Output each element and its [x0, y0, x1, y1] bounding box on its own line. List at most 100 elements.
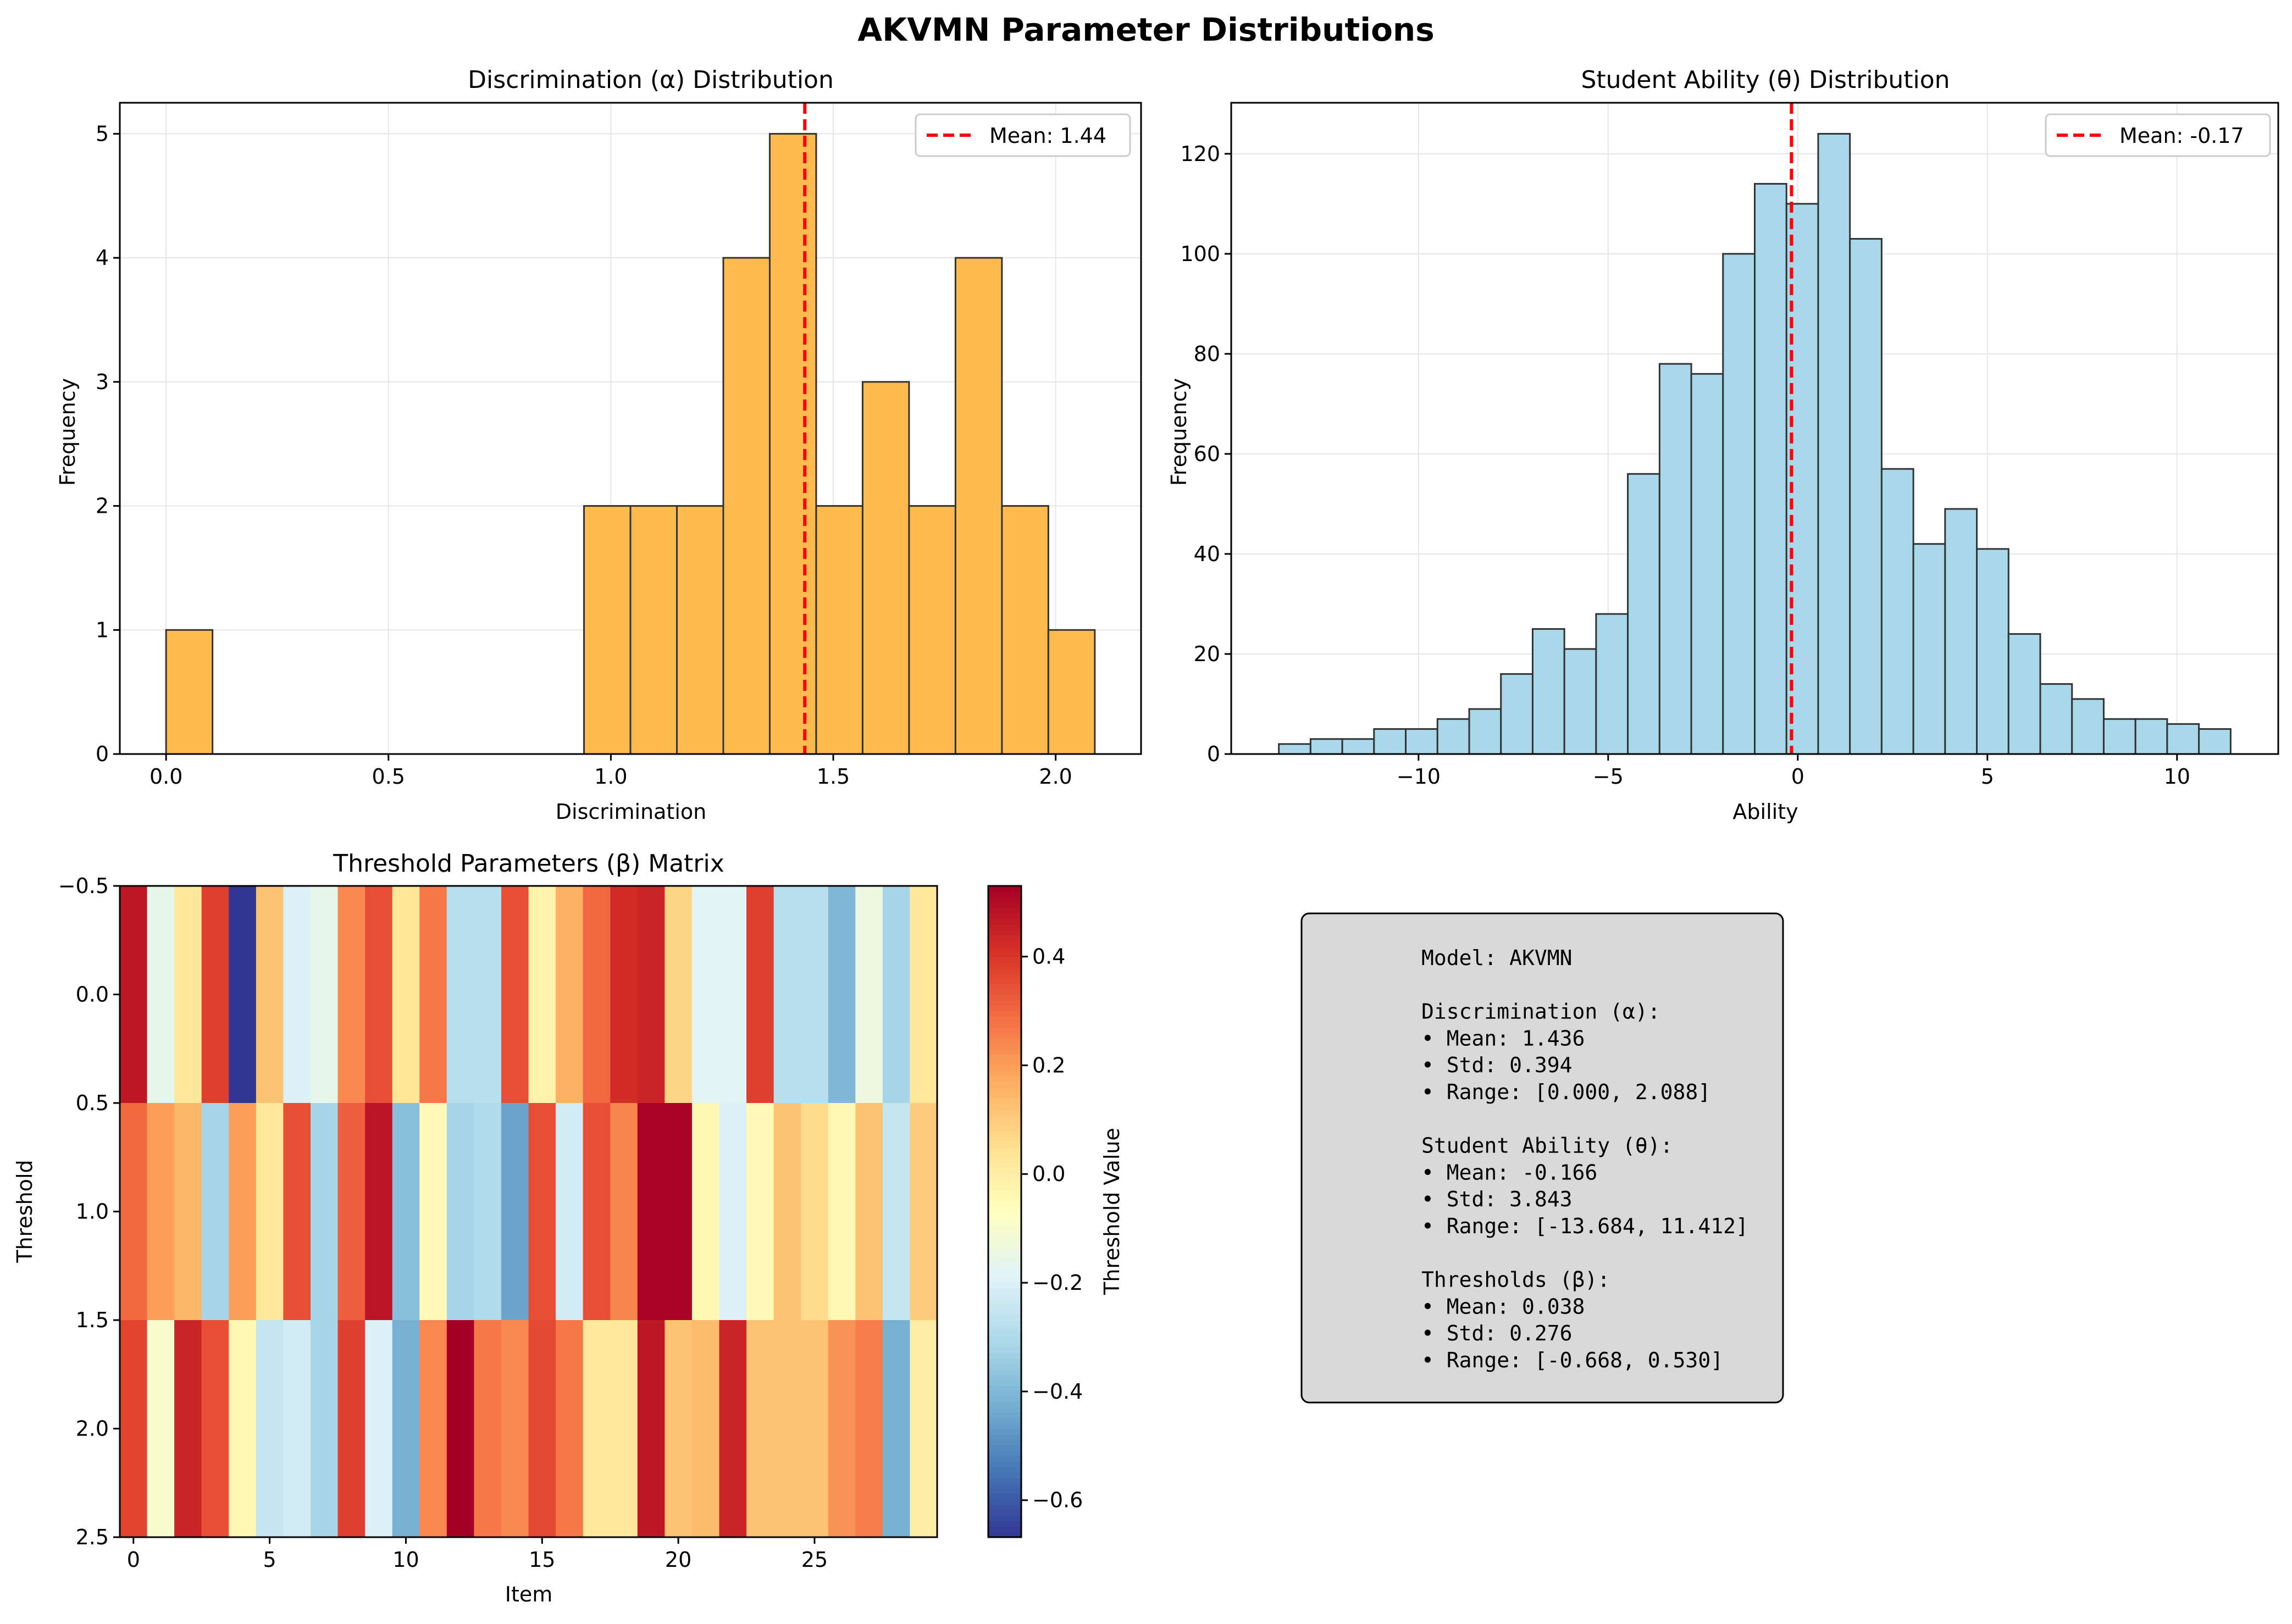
discrimination-ylabel: Frequency — [56, 378, 80, 486]
discrimination-ytick-label: 0 — [96, 742, 109, 766]
colorbar-segment — [988, 1211, 1021, 1218]
colorbar-segment — [988, 1081, 1021, 1088]
ability-legend: Mean: -0.17 — [2045, 113, 2271, 157]
heatmap-cell — [801, 1320, 829, 1538]
heatmap-cell — [828, 1320, 856, 1538]
heatmap-cell — [256, 886, 284, 1104]
ability-ytick-label: 120 — [1180, 142, 1220, 166]
heatmap-cell — [665, 1103, 693, 1321]
heatmap-xtick-label: 20 — [665, 1548, 691, 1572]
colorbar-segment — [988, 918, 1021, 924]
colorbar-segment — [988, 1347, 1021, 1354]
colorbar-segment — [988, 956, 1021, 963]
colorbar-strip — [988, 886, 1021, 1538]
colorbar-segment — [988, 1184, 1021, 1190]
colorbar-segment — [988, 1027, 1021, 1033]
colorbar-segment — [988, 1151, 1021, 1158]
discrimination-xtick-label: 0.5 — [372, 764, 405, 789]
ability-bar — [1500, 673, 1533, 755]
heatmap-cell — [365, 886, 393, 1104]
heatmap-cell — [583, 1103, 611, 1321]
colorbar-segment — [988, 1277, 1021, 1283]
discrimination-bar — [583, 505, 632, 755]
ability-bar — [1944, 508, 1978, 755]
colorbar-segment — [988, 1374, 1021, 1381]
ability-bar — [1595, 613, 1629, 755]
ability-legend-label: Mean: -0.17 — [2119, 124, 2244, 148]
colorbar-segment — [988, 891, 1021, 897]
colorbar-tick-label: −0.2 — [1032, 1271, 1083, 1295]
colorbar-segment — [988, 994, 1021, 1001]
colorbar-segment — [988, 1119, 1021, 1126]
colorbar-segment — [988, 1054, 1021, 1060]
stats-line: Thresholds (β): — [1421, 1268, 1610, 1292]
heatmap-cell — [773, 886, 801, 1104]
colorbar-segment — [988, 1461, 1021, 1467]
colorbar-segment — [988, 945, 1021, 952]
heatmap-cell — [528, 1103, 556, 1321]
colorbar-segment — [988, 1477, 1021, 1484]
colorbar-segment — [988, 902, 1021, 908]
heatmap-cell — [174, 1320, 202, 1538]
colorbar-segment — [988, 1379, 1021, 1386]
ability-xtick-label: 5 — [1981, 764, 1994, 789]
heatmap-cell — [637, 1103, 665, 1321]
colorbar-segment — [988, 1494, 1021, 1500]
heatmap-colorbar: −0.6 −0.4 −0.2 0.0 0.2 0.4 Threshold Value — [987, 885, 1124, 1538]
ability-bar — [2166, 723, 2200, 755]
discrimination-legend: Mean: 1.44 — [915, 113, 1131, 157]
colorbar-segment — [988, 1434, 1021, 1440]
colorbar-segment — [988, 1108, 1021, 1115]
ability-bar — [1341, 738, 1375, 755]
colorbar-segment — [988, 1320, 1021, 1326]
ability-xtick-label: −5 — [1593, 764, 1624, 789]
heatmap-cell — [556, 886, 584, 1104]
discrimination-title: Discrimination (α) Distribution — [468, 66, 834, 94]
colorbar-segment — [988, 1222, 1021, 1228]
ability-bar — [2102, 718, 2136, 755]
discrimination-bar — [768, 132, 817, 755]
heatmap-cell — [910, 1320, 938, 1538]
stats-line: Student Ability (θ): — [1421, 1134, 1673, 1158]
heatmap-cell — [691, 1320, 720, 1538]
ability-bar — [1373, 728, 1407, 755]
colorbar-segment — [988, 1005, 1021, 1011]
discrimination-legend-label: Mean: 1.44 — [989, 124, 1106, 148]
colorbar-segment — [988, 1298, 1021, 1305]
ability-bar — [1309, 738, 1343, 755]
colorbar-segment — [988, 1038, 1021, 1044]
colorbar-segment — [988, 1331, 1021, 1337]
stats-box: Model: AKVMN Discrimination (α):• Mean: 1… — [1300, 912, 1784, 1404]
ability-ytick-label: 0 — [1207, 742, 1220, 766]
colorbar-segment — [988, 1087, 1021, 1093]
colorbar-segment — [988, 1173, 1021, 1180]
colorbar-segment — [988, 1504, 1021, 1511]
heatmap-xtick-label: 15 — [529, 1548, 555, 1572]
ability-ylabel: Frequency — [1167, 378, 1191, 486]
colorbar-segment — [988, 1521, 1021, 1527]
ability-ytick-label: 100 — [1180, 242, 1220, 266]
heatmap-cell — [283, 1320, 311, 1538]
heatmap-cell — [365, 1320, 393, 1538]
discrimination-ytick-label: 4 — [96, 246, 109, 270]
colorbar-segment — [988, 1255, 1021, 1261]
stats-line: • Mean: 1.436 — [1421, 1026, 1585, 1050]
ability-bar — [2134, 718, 2168, 755]
colorbar-segment — [988, 1293, 1021, 1299]
stats-line: • Mean: 0.038 — [1421, 1294, 1585, 1318]
colorbar-segment — [988, 1260, 1021, 1267]
stats-box-background — [1300, 912, 1784, 1404]
heatmap-cell — [474, 1103, 502, 1321]
discrimination-ytick-label: 2 — [96, 494, 109, 518]
heatmap-ytick-label: 1.5 — [76, 1308, 109, 1332]
ability-xtick-label: −10 — [1397, 764, 1441, 789]
colorbar-segment — [988, 1417, 1021, 1424]
colorbar-segment — [988, 962, 1021, 968]
discrimination-bar — [629, 505, 678, 755]
ability-bar — [2198, 728, 2232, 755]
heatmap-cell — [419, 1320, 447, 1538]
heatmap-cell — [474, 1320, 502, 1538]
heatmap-cell — [337, 886, 366, 1104]
heatmap-cell — [283, 886, 311, 1104]
